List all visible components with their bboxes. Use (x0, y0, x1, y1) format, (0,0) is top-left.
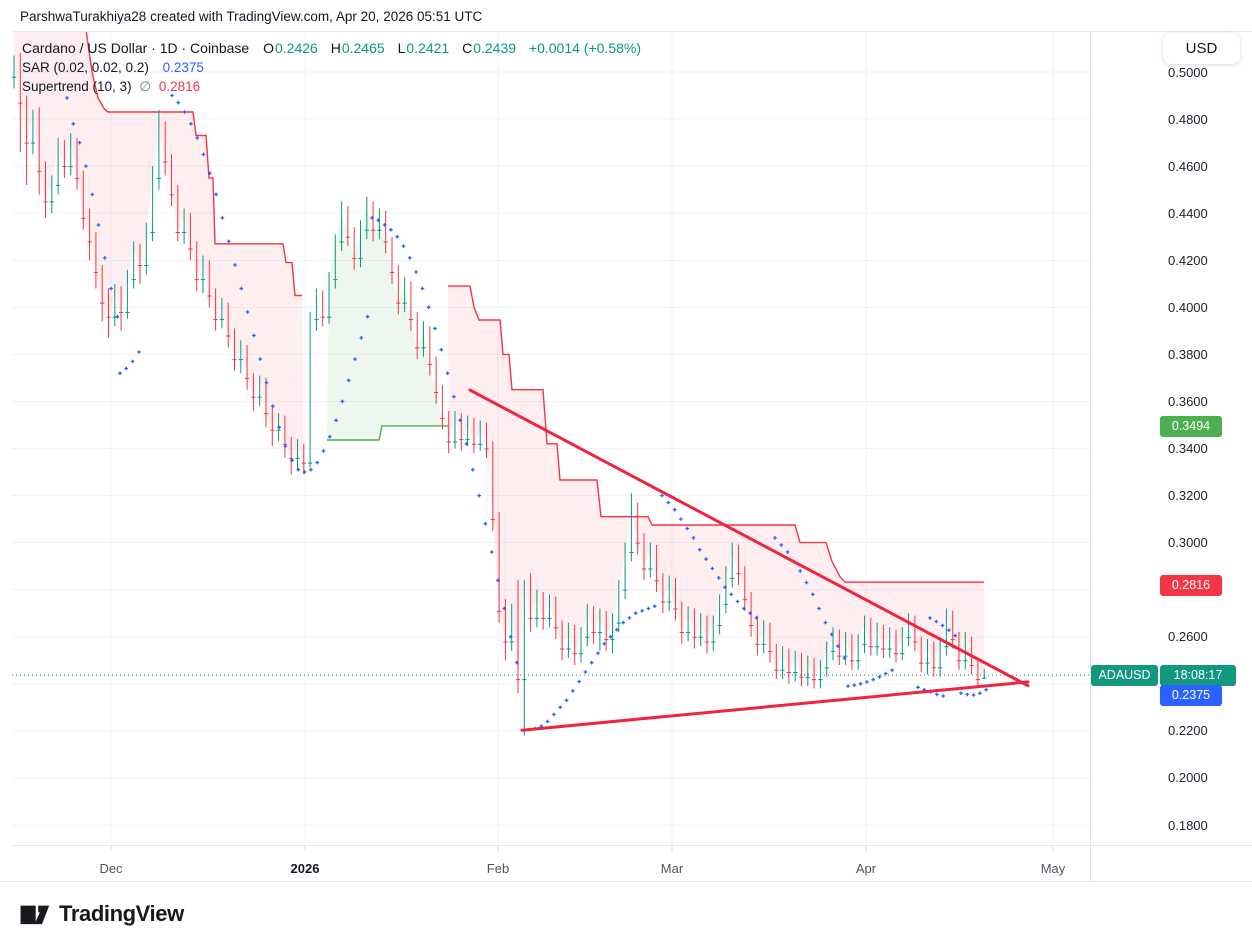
time-tick-label: Mar (660, 861, 684, 876)
supertrend-indicator-label: Supertrend (10, 3) (22, 79, 132, 94)
supertrend-indicator-value: 0.2816 (158, 79, 201, 94)
price-badge-supertrend-up-value: 0.3494 (1160, 415, 1222, 437)
price-tick-label: 0.5000 (1168, 64, 1208, 80)
legend-supertrend-row[interactable]: Supertrend (10, 3) ∅ 0.2816 (22, 79, 200, 95)
high-value: 0.2465 (341, 40, 385, 56)
price-tick-label: 0.2600 (1168, 629, 1208, 645)
price-badge-supertrend-down-value: 0.2816 (1160, 575, 1222, 597)
open-value: 0.2426 (275, 40, 318, 56)
brand-name: TradingView (59, 901, 184, 926)
supertrend-lines (85, 31, 984, 583)
legend-symbol-row[interactable]: Cardano / US Dollar · 1D · Coinbase O0.2… (22, 40, 641, 56)
high-label: H (330, 40, 341, 56)
supertrend-fills (13, 31, 985, 680)
triangle-drawing[interactable] (468, 388, 1030, 732)
price-chart-canvas[interactable] (0, 0, 1252, 900)
symbol-description: Cardano / US Dollar · 1D · Coinbase (22, 40, 250, 56)
price-tick-label: 0.2200 (1168, 723, 1208, 739)
price-tick-label: 0.2000 (1168, 770, 1208, 786)
price-axis-border (1090, 31, 1091, 881)
timeaxis-bottom-border (0, 881, 1252, 882)
pane (12, 31, 1090, 845)
price-tick-label: 0.1800 (1168, 817, 1208, 833)
price-tick-label: 0.3800 (1168, 346, 1208, 362)
top-divider (12, 31, 1252, 32)
price-tick-label: 0.3600 (1168, 393, 1208, 409)
legend-sar-row[interactable]: SAR (0.02, 0.02, 0.2) 0.2375 (22, 60, 204, 75)
price-tick-label: 0.3000 (1168, 535, 1208, 551)
attribution-text: ParshwaTurakhiya28 created with TradingV… (20, 9, 483, 24)
price-tick-label: 0.4600 (1168, 158, 1208, 174)
price-badge-countdown: 18:08:17 (1160, 664, 1236, 686)
sar-indicator-value: 0.2375 (162, 60, 204, 75)
price-badge-symbol: ADAUSD (1091, 664, 1158, 686)
price-tick-label: 0.3200 (1168, 488, 1208, 504)
currency-toggle-button[interactable]: USD (1163, 33, 1240, 64)
low-label: L (397, 40, 406, 56)
tradingview-footer-logo[interactable]: TradingView (18, 901, 184, 927)
sar-indicator-label: SAR (0.02, 0.02, 0.2) (22, 60, 149, 75)
time-tick-label: May (1040, 861, 1066, 876)
candlestick-series (12, 53, 987, 736)
price-tick-label: 0.4800 (1168, 111, 1208, 127)
time-tick-label: Dec (99, 861, 123, 876)
low-value: 0.2421 (406, 40, 450, 56)
price-tick-label: 0.4200 (1168, 252, 1208, 268)
price-tick-label: 0.4000 (1168, 299, 1208, 315)
timeaxis-top-border (12, 845, 1252, 846)
price-tick-label: 0.4400 (1168, 205, 1208, 221)
gridlines (12, 31, 1090, 845)
change-value: +0.0014 (+0.58%) (528, 40, 642, 56)
open-label: O (263, 40, 274, 56)
price-badge-sar-value-below: 0.2375 (1160, 685, 1222, 707)
close-label: C (462, 40, 473, 56)
tradingview-logo-icon (20, 905, 50, 925)
time-tick-label: Apr (855, 861, 877, 876)
time-tick-label: Feb (486, 861, 510, 876)
close-value: 0.2439 (473, 40, 517, 56)
time-tick-label: 2026 (290, 861, 320, 876)
price-tick-label: 0.3400 (1168, 441, 1208, 456)
empty-set-icon: ∅ (139, 79, 152, 94)
